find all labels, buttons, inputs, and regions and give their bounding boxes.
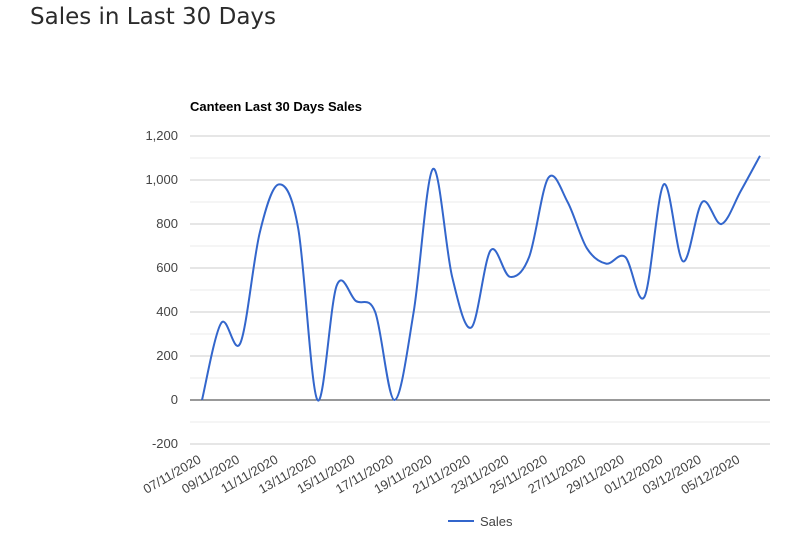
legend[interactable]: Sales: [448, 514, 513, 529]
data-point[interactable]: [448, 273, 456, 281]
y-tick-label: 0: [171, 392, 178, 407]
y-tick-label: 200: [156, 348, 178, 363]
data-point[interactable]: [487, 246, 495, 254]
data-point[interactable]: [641, 293, 649, 301]
series-line-sales[interactable]: [201, 155, 761, 402]
data-point[interactable]: [544, 174, 552, 182]
data-point[interactable]: [410, 308, 418, 316]
data-point[interactable]: [313, 396, 321, 404]
grid-layer: [190, 135, 770, 445]
data-point[interactable]: [718, 220, 726, 228]
y-axis: -200 0 200 400 600 800 1,000 1,200: [145, 128, 178, 451]
y-tick-label: 1,000: [145, 172, 178, 187]
data-point[interactable]: [583, 244, 591, 252]
data-point[interactable]: [333, 282, 341, 290]
data-point[interactable]: [256, 229, 264, 237]
data-point[interactable]: [756, 152, 764, 160]
data-point[interactable]: [294, 224, 302, 232]
data-point[interactable]: [602, 260, 610, 268]
data-point[interactable]: [737, 187, 745, 195]
data-point[interactable]: [429, 165, 437, 173]
data-point[interactable]: [352, 297, 360, 305]
data-point[interactable]: [621, 253, 629, 261]
data-point[interactable]: [660, 180, 668, 188]
y-tick-label: 400: [156, 304, 178, 319]
data-point[interactable]: [525, 253, 533, 261]
x-axis: 07/11/202009/11/202011/11/202013/11/2020…: [140, 452, 742, 498]
legend-label: Sales: [480, 514, 513, 529]
y-tick-label: 600: [156, 260, 178, 275]
data-point[interactable]: [467, 323, 475, 331]
y-tick-label: 800: [156, 216, 178, 231]
data-point[interactable]: [506, 273, 514, 281]
y-tick-label: 1,200: [145, 128, 178, 143]
y-tick-label: -200: [152, 436, 178, 451]
data-point[interactable]: [698, 198, 706, 206]
data-point[interactable]: [679, 257, 687, 265]
data-point[interactable]: [371, 308, 379, 316]
series-layer: [198, 152, 764, 404]
data-point[interactable]: [236, 339, 244, 347]
data-point[interactable]: [390, 396, 398, 404]
data-point[interactable]: [198, 396, 206, 404]
data-point[interactable]: [564, 198, 572, 206]
data-point[interactable]: [275, 180, 283, 188]
chart-title: Canteen Last 30 Days Sales: [190, 99, 362, 114]
data-point[interactable]: [217, 319, 225, 327]
page-heading: Sales in Last 30 Days: [30, 4, 277, 30]
